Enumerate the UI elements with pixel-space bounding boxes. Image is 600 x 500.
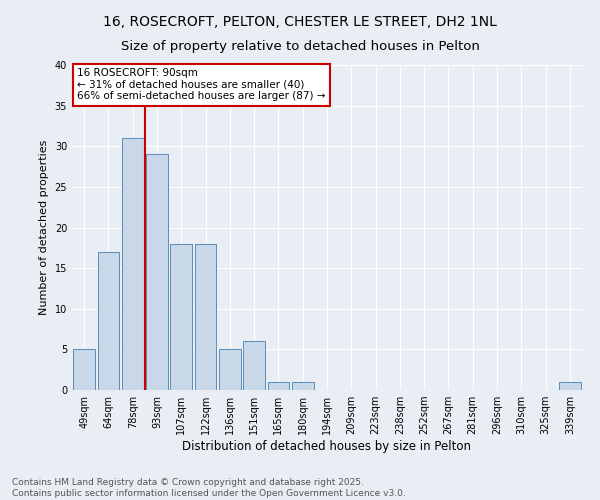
Text: Size of property relative to detached houses in Pelton: Size of property relative to detached ho… xyxy=(121,40,479,53)
Bar xyxy=(146,154,168,390)
Text: 16, ROSECROFT, PELTON, CHESTER LE STREET, DH2 1NL: 16, ROSECROFT, PELTON, CHESTER LE STREET… xyxy=(103,15,497,29)
Bar xyxy=(268,382,289,390)
Text: 16 ROSECROFT: 90sqm
← 31% of detached houses are smaller (40)
66% of semi-detach: 16 ROSECROFT: 90sqm ← 31% of detached ho… xyxy=(77,68,326,102)
Y-axis label: Number of detached properties: Number of detached properties xyxy=(39,140,49,315)
Bar xyxy=(219,350,241,390)
Bar xyxy=(170,244,192,390)
Bar xyxy=(292,382,314,390)
Bar xyxy=(122,138,143,390)
Bar xyxy=(97,252,119,390)
Text: Contains HM Land Registry data © Crown copyright and database right 2025.
Contai: Contains HM Land Registry data © Crown c… xyxy=(12,478,406,498)
Bar xyxy=(243,341,265,390)
Bar xyxy=(194,244,217,390)
Bar xyxy=(559,382,581,390)
X-axis label: Distribution of detached houses by size in Pelton: Distribution of detached houses by size … xyxy=(182,440,472,453)
Bar xyxy=(73,350,95,390)
